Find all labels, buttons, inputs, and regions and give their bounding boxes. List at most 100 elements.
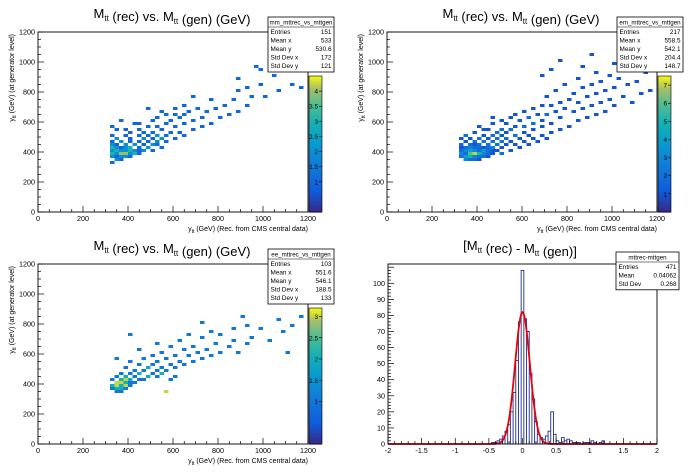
colorbar-segment [309, 391, 322, 395]
panel-title: Mtt (rec) vs. Mtt (gen) (GeV) [443, 6, 600, 27]
colorbar-segment [658, 168, 671, 172]
heatmap-cell [186, 333, 191, 336]
panel-title-part: (gen) (GeV) [178, 12, 250, 27]
heatmap-cell [567, 125, 572, 128]
x-axis-label-sub: tt [541, 229, 544, 235]
heatmap-cell [177, 131, 182, 134]
heatmap-cell [245, 104, 250, 107]
heatmap-cell [128, 137, 133, 140]
heatmap-cell [114, 381, 119, 384]
heatmap-cell [490, 149, 495, 152]
heatmap-cell [200, 336, 205, 339]
colorbar-segment [309, 159, 322, 163]
panel-title-part: tt [104, 14, 109, 23]
heatmap-cell [137, 146, 142, 149]
heatmap-cell [164, 369, 169, 372]
heatmap-cell [567, 98, 572, 101]
colorbar-segment [309, 441, 322, 445]
heatmap-cell [200, 125, 205, 128]
stats-label: Std Dev x [271, 55, 300, 62]
colorbar-segment [309, 166, 322, 170]
heatmap-cell [499, 128, 504, 131]
heatmap-cell [119, 119, 124, 122]
heatmap-cell [544, 137, 549, 140]
heatmap-cell [137, 348, 142, 351]
heatmap-cell [146, 134, 151, 137]
colorbar-segment [309, 348, 322, 352]
y-tick-label: 800 [372, 88, 384, 97]
heatmap-cell [486, 155, 491, 158]
heatmap-cell [218, 333, 223, 336]
colorbar-segment [658, 200, 671, 204]
y-tick-label: 90 [377, 295, 385, 304]
x-tick-label: 2 [655, 446, 659, 455]
colorbar-segment [309, 362, 322, 366]
colorbar-segment [658, 116, 671, 120]
y-tick-label: 0 [31, 208, 35, 217]
heatmap-cell [168, 345, 173, 348]
heatmap-cell [110, 378, 115, 381]
heatmap-cell [558, 101, 563, 104]
heatmap-cell [276, 318, 281, 321]
colorbar-segment [309, 178, 322, 181]
stats-label: Mean y [620, 46, 642, 53]
y-tick-label: 10 [377, 423, 385, 432]
colorbar-segment [309, 198, 322, 202]
colorbar-segment [309, 173, 322, 177]
panel-title-part: M [94, 238, 105, 253]
colorbar-frame [657, 75, 672, 213]
colorbar-segment [658, 202, 671, 206]
heatmap-cell [558, 59, 563, 62]
heatmap-cell [119, 390, 124, 393]
heatmap-cell [468, 146, 473, 149]
colorbar-segment [658, 159, 671, 163]
colorbar-segment [309, 209, 322, 213]
heatmap-cell [486, 149, 491, 152]
heatmap-cell [558, 116, 563, 119]
heatmap-cell [123, 128, 128, 131]
heatmap-cell [123, 375, 128, 378]
heatmap-cell [481, 146, 486, 149]
heatmap-cell [472, 143, 477, 146]
heatmap-cell [137, 149, 142, 152]
heatmap-cell [598, 101, 603, 104]
colorbar-segment [309, 434, 322, 438]
colorbar-segment [309, 155, 322, 159]
heatmap-cell [173, 125, 178, 128]
colorbar-segment [658, 150, 671, 154]
colorbar-segment [309, 312, 322, 316]
heatmap-cell [114, 390, 119, 393]
heatmap-cell [531, 128, 536, 131]
heatmap-cell [137, 122, 142, 125]
heatmap-cell [150, 354, 155, 357]
y-tick-label: 60 [377, 343, 385, 352]
heatmap-cell [119, 381, 124, 384]
panel-title-part: (rec) - M [482, 241, 535, 256]
colorbar-segment [309, 171, 322, 175]
heatmap-cell [258, 83, 263, 86]
heatmap-cell [137, 378, 142, 381]
heatmap-cell [495, 149, 500, 152]
colorbar-segment [309, 360, 322, 363]
heatmap-cell [155, 375, 160, 378]
y-tick-label: 600 [23, 118, 35, 127]
heatmap-cell [522, 110, 527, 113]
colorbar-segment [658, 110, 671, 113]
colorbar-segment [658, 103, 671, 107]
y-tick-label: 30 [377, 391, 385, 400]
heatmap-cell [128, 152, 133, 155]
heatmap-cell [549, 131, 554, 134]
heatmap-cell [245, 342, 250, 345]
colorbar-segment [309, 191, 322, 195]
heatmap-cell [150, 119, 155, 122]
colorbar-segment [309, 355, 322, 359]
colorbar-segment [309, 103, 322, 107]
heatmap-cell [459, 152, 464, 155]
colorbar-segment [309, 132, 322, 136]
heatmap-cell [508, 149, 513, 152]
stats-value: 103 [321, 261, 332, 268]
colorbar-segment [309, 123, 322, 127]
y-tick-label: 1200 [19, 28, 35, 37]
colorbar-segment [309, 425, 322, 429]
